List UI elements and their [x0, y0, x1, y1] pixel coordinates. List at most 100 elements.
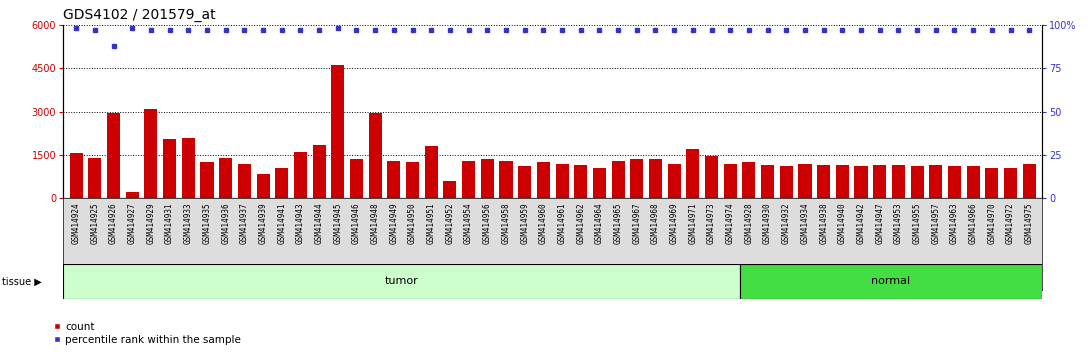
Bar — [929, 165, 942, 198]
Bar — [740, 264, 1042, 299]
Text: GSM414930: GSM414930 — [763, 203, 772, 245]
Text: GSM414929: GSM414929 — [147, 203, 156, 245]
Bar — [799, 164, 812, 198]
Text: GSM414960: GSM414960 — [539, 203, 548, 245]
Text: GSM414935: GSM414935 — [202, 203, 211, 245]
Text: GSM414963: GSM414963 — [950, 203, 959, 245]
Bar — [70, 153, 83, 198]
Bar — [462, 161, 475, 198]
Text: GSM414956: GSM414956 — [483, 203, 492, 245]
Bar — [668, 164, 681, 198]
Text: GSM414971: GSM414971 — [689, 203, 697, 245]
Text: GSM414934: GSM414934 — [801, 203, 809, 245]
Text: GSM414941: GSM414941 — [277, 203, 286, 245]
Bar — [966, 166, 979, 198]
Text: GSM414926: GSM414926 — [109, 203, 119, 245]
Text: GSM414948: GSM414948 — [371, 203, 380, 245]
Bar — [369, 113, 382, 198]
Bar — [63, 264, 740, 299]
Bar — [687, 149, 700, 198]
Bar — [630, 159, 643, 198]
Bar — [350, 159, 363, 198]
Bar — [294, 152, 307, 198]
Text: GSM414968: GSM414968 — [651, 203, 660, 245]
Text: GSM414959: GSM414959 — [520, 203, 529, 245]
Bar — [1023, 164, 1036, 198]
Bar — [499, 161, 512, 198]
Text: GSM414954: GSM414954 — [465, 203, 473, 245]
Text: GSM414962: GSM414962 — [577, 203, 585, 245]
Text: GSM414938: GSM414938 — [819, 203, 828, 245]
Text: GSM414958: GSM414958 — [502, 203, 510, 245]
Text: tumor: tumor — [384, 276, 418, 286]
Text: GSM414931: GSM414931 — [165, 203, 174, 245]
Bar — [107, 113, 120, 198]
Text: GSM414961: GSM414961 — [557, 203, 567, 245]
Bar — [611, 161, 625, 198]
Bar — [331, 65, 344, 198]
Bar — [817, 165, 830, 198]
Text: GSM414939: GSM414939 — [259, 203, 268, 245]
Bar — [780, 166, 793, 198]
Bar — [163, 139, 176, 198]
Text: GSM414964: GSM414964 — [595, 203, 604, 245]
Bar — [1004, 168, 1017, 198]
Text: GSM414967: GSM414967 — [632, 203, 641, 245]
Text: GSM414972: GSM414972 — [1006, 203, 1015, 245]
Text: GSM414965: GSM414965 — [614, 203, 622, 245]
Bar — [892, 165, 905, 198]
Bar — [444, 181, 457, 198]
Bar — [705, 156, 718, 198]
Text: GSM414945: GSM414945 — [333, 203, 343, 245]
Bar — [481, 159, 494, 198]
Bar — [406, 162, 419, 198]
Text: GSM414947: GSM414947 — [875, 203, 885, 245]
Bar — [387, 161, 400, 198]
Text: GSM414936: GSM414936 — [221, 203, 231, 245]
Text: tissue ▶: tissue ▶ — [2, 276, 42, 286]
Bar — [219, 158, 232, 198]
Text: GSM414928: GSM414928 — [744, 203, 753, 245]
Text: normal: normal — [871, 276, 911, 286]
Bar — [574, 165, 588, 198]
Bar — [593, 168, 606, 198]
Bar — [742, 162, 755, 198]
Text: GSM414969: GSM414969 — [670, 203, 679, 245]
Bar — [424, 146, 437, 198]
Text: GSM414942: GSM414942 — [856, 203, 866, 245]
Text: GSM414974: GSM414974 — [726, 203, 734, 245]
Text: GSM414950: GSM414950 — [408, 203, 417, 245]
Text: GSM414953: GSM414953 — [894, 203, 903, 245]
Text: GSM414937: GSM414937 — [239, 203, 249, 245]
Bar — [257, 174, 270, 198]
Bar — [762, 165, 775, 198]
Text: GSM414927: GSM414927 — [127, 203, 137, 245]
Text: GSM414951: GSM414951 — [426, 203, 435, 245]
Text: GSM414952: GSM414952 — [445, 203, 455, 245]
Bar — [536, 162, 549, 198]
Bar — [182, 137, 195, 198]
Bar — [275, 168, 288, 198]
Text: GSM414949: GSM414949 — [390, 203, 398, 245]
Text: GSM414940: GSM414940 — [838, 203, 846, 245]
Bar — [948, 166, 961, 198]
Bar — [145, 109, 158, 198]
Bar — [854, 166, 867, 198]
Text: GSM414933: GSM414933 — [184, 203, 193, 245]
Text: GSM414925: GSM414925 — [90, 203, 99, 245]
Bar — [312, 145, 325, 198]
Bar — [200, 162, 213, 198]
Text: GSM414924: GSM414924 — [72, 203, 81, 245]
Text: GSM414975: GSM414975 — [1025, 203, 1034, 245]
Bar — [724, 164, 737, 198]
Bar — [238, 164, 251, 198]
Text: GSM414970: GSM414970 — [987, 203, 997, 245]
Bar — [911, 166, 924, 198]
Bar — [126, 193, 139, 198]
Text: GSM414955: GSM414955 — [913, 203, 922, 245]
Text: GSM414946: GSM414946 — [353, 203, 361, 245]
Bar — [556, 164, 569, 198]
Bar — [986, 168, 999, 198]
Bar — [88, 158, 101, 198]
Text: GSM414944: GSM414944 — [314, 203, 323, 245]
